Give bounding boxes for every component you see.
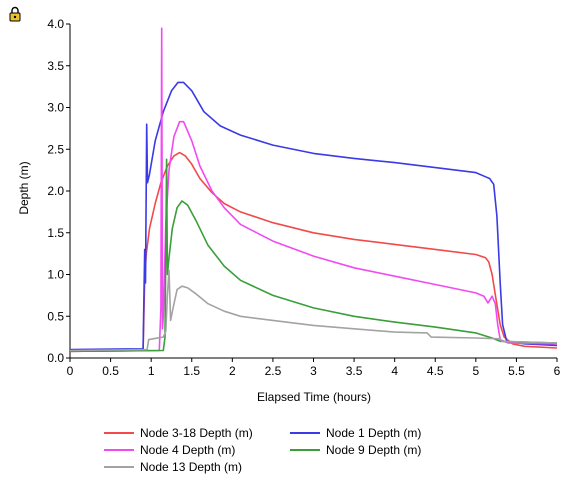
x-tick-label: 2 bbox=[229, 364, 236, 378]
lock-icon[interactable] bbox=[8, 6, 22, 22]
x-tick-label: 4.5 bbox=[427, 364, 444, 378]
legend-swatch bbox=[104, 449, 134, 451]
legend-item: Node 1 Depth (m) bbox=[290, 426, 421, 440]
legend-label: Node 9 Depth (m) bbox=[326, 443, 422, 457]
plot-area bbox=[69, 27, 558, 353]
legend-swatch bbox=[290, 449, 320, 451]
y-tick-label: 2.0 bbox=[47, 184, 64, 198]
y-tick-label: 1.0 bbox=[47, 268, 64, 282]
x-tick-label: 5.5 bbox=[508, 364, 525, 378]
legend-item: Node 3-18 Depth (m) bbox=[104, 426, 253, 440]
y-tick-label: 4.0 bbox=[47, 17, 64, 31]
series-line-5 bbox=[69, 269, 558, 352]
x-tick-label: 0 bbox=[67, 364, 74, 378]
x-tick-label: 1 bbox=[148, 364, 155, 378]
series-line-2 bbox=[69, 81, 558, 351]
y-tick-label: 0.5 bbox=[47, 309, 64, 323]
y-tick-label: 0.0 bbox=[47, 351, 64, 365]
legend-item: Node 13 Depth (m) bbox=[104, 460, 242, 474]
x-tick-label: 1.5 bbox=[183, 364, 200, 378]
series-line-3 bbox=[69, 27, 558, 353]
y-tick-label: 3.5 bbox=[47, 59, 64, 73]
x-tick-label: 2.5 bbox=[265, 364, 282, 378]
y-axis-label: Depth (m) bbox=[17, 161, 31, 214]
x-tick-label: 6 bbox=[554, 364, 561, 378]
x-tick-label: 3.5 bbox=[346, 364, 363, 378]
legend-item: Node 9 Depth (m) bbox=[290, 443, 421, 457]
legend-item: Node 4 Depth (m) bbox=[104, 443, 235, 457]
x-axis-label: Elapsed Time (hours) bbox=[257, 390, 371, 404]
x-tick-label: 4 bbox=[391, 364, 398, 378]
series-line-4 bbox=[69, 158, 558, 353]
y-tick-label: 1.5 bbox=[47, 226, 64, 240]
y-tick-label: 2.5 bbox=[47, 142, 64, 156]
x-tick-label: 0.5 bbox=[102, 364, 119, 378]
legend-label: Node 1 Depth (m) bbox=[326, 426, 422, 440]
legend-swatch bbox=[104, 466, 134, 468]
legend-swatch bbox=[104, 432, 134, 434]
axes: 0.0 0.5 1.0 1.5 2.0 2.5 3.0 3.5 4.0 0 0.5 1 1.5 2 2.5 3… bbox=[47, 17, 560, 378]
x-tick-label: 5 bbox=[472, 364, 479, 378]
series-line-1 bbox=[69, 151, 558, 353]
y-tick-label: 3.0 bbox=[47, 101, 64, 115]
legend-label: Node 4 Depth (m) bbox=[140, 443, 236, 457]
legend-swatch bbox=[290, 432, 320, 434]
legend-label: Node 13 Depth (m) bbox=[140, 460, 243, 474]
legend-label: Node 3-18 Depth (m) bbox=[140, 426, 253, 440]
x-tick-label: 3 bbox=[310, 364, 317, 378]
